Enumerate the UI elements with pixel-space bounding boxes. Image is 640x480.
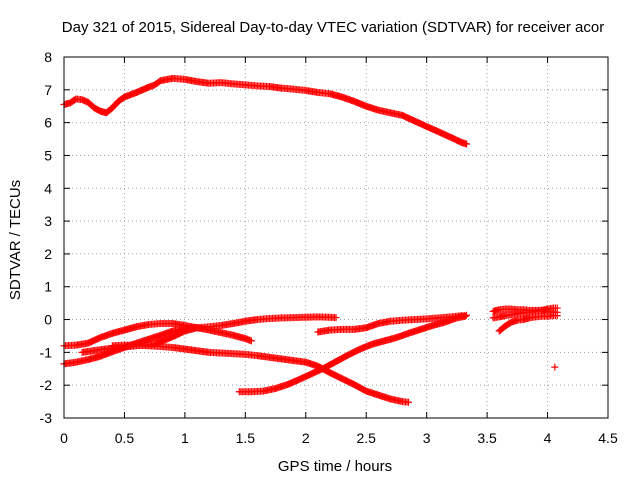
series-arc-i bbox=[489, 304, 561, 322]
y-tick-label: 8 bbox=[44, 49, 52, 65]
data-point bbox=[463, 140, 471, 148]
y-tick-label: -1 bbox=[40, 344, 53, 360]
x-tick-label: 3 bbox=[423, 430, 431, 446]
x-tick-label: 2 bbox=[302, 430, 310, 446]
series-arc-f bbox=[314, 311, 471, 336]
data-point bbox=[551, 363, 559, 371]
series-arc-a bbox=[60, 319, 255, 350]
x-tick-label: 4 bbox=[544, 430, 552, 446]
data-point bbox=[332, 314, 340, 322]
x-tick-label: 0 bbox=[60, 430, 68, 446]
series-arc-d bbox=[108, 341, 413, 406]
series-arc-upper bbox=[60, 74, 471, 148]
x-tick-label: 4.5 bbox=[598, 430, 618, 446]
y-tick-label: 6 bbox=[44, 115, 52, 131]
x-tick-label: 1.5 bbox=[236, 430, 256, 446]
x-axis-title: GPS time / hours bbox=[278, 458, 392, 475]
data-points bbox=[60, 74, 561, 406]
y-tick-label: 1 bbox=[44, 279, 52, 295]
series-arc-c bbox=[60, 323, 201, 368]
x-tick-label: 2.5 bbox=[356, 430, 376, 446]
plot-frame bbox=[63, 56, 609, 419]
y-tick-label: -2 bbox=[40, 377, 53, 393]
x-tick-label: 1 bbox=[181, 430, 189, 446]
data-point bbox=[405, 398, 413, 406]
x-tick-label: 3.5 bbox=[477, 430, 497, 446]
y-tick-label: 0 bbox=[44, 312, 52, 328]
y-tick-label: -3 bbox=[40, 410, 53, 426]
y-axis-title: SDTVAR / TECUs bbox=[7, 180, 24, 300]
y-tick-label: 7 bbox=[44, 82, 52, 98]
chart-title: Day 321 of 2015, Sidereal Day-to-day VTE… bbox=[62, 19, 604, 36]
y-tick-label: 4 bbox=[44, 180, 52, 196]
y-tick-label: 2 bbox=[44, 246, 52, 262]
x-tick-label: 0.5 bbox=[115, 430, 135, 446]
data-point bbox=[553, 304, 561, 312]
data-point bbox=[247, 337, 255, 345]
y-tick-label: 3 bbox=[44, 213, 52, 229]
series-arc-e bbox=[235, 312, 469, 396]
axis-ticks: 0 0.5 1 1.5 2 2.5 3 3.5 4 4.5 -3 -2 -1 0 1 2 3 4 5 6 7 8 bbox=[40, 49, 618, 446]
y-tick-label: 5 bbox=[44, 147, 52, 163]
data-point bbox=[463, 311, 471, 319]
series-outlier bbox=[551, 363, 559, 371]
data-point bbox=[193, 323, 201, 331]
